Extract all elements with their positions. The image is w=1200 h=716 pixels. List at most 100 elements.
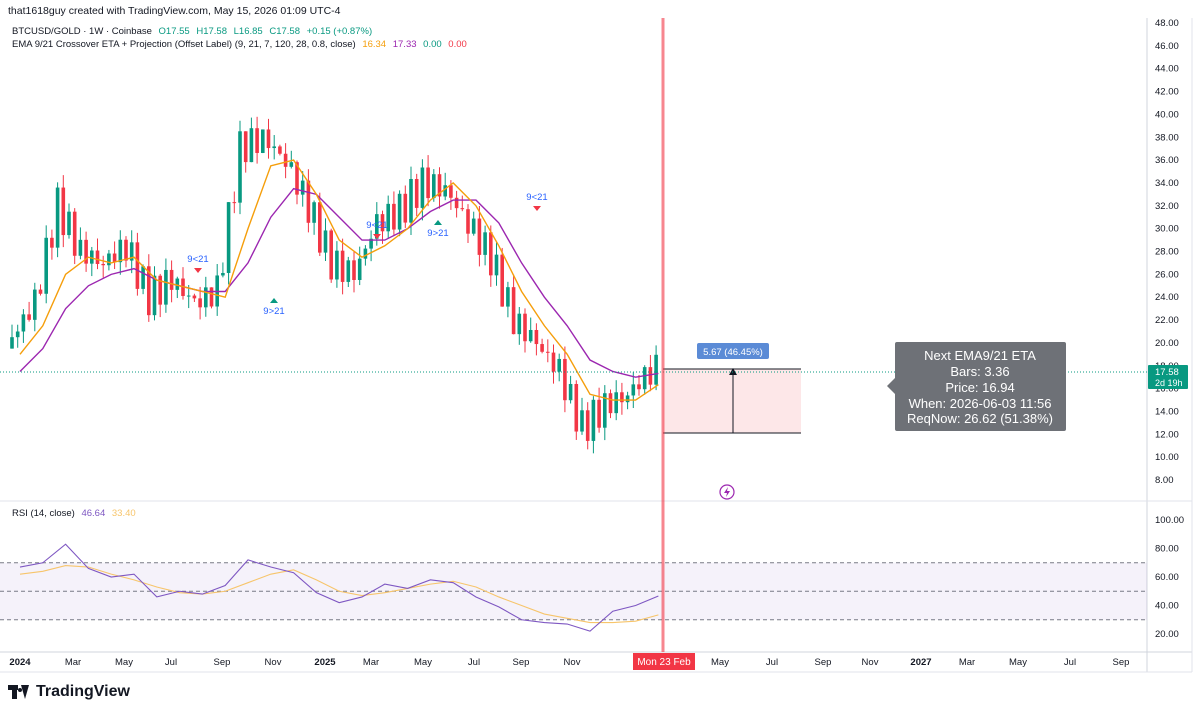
candle-body	[186, 295, 191, 297]
time-axis[interactable]: 2024 Mar May Jul Sep Nov 2025 Mar May Jul Sep Nov Ma…	[9, 657, 1129, 668]
time-tick-2: May	[115, 657, 133, 668]
rsi-tick-4: 20.00	[1155, 629, 1179, 640]
crossover-marker-2	[373, 234, 381, 239]
price-label-countdown: 2d 19h	[1155, 378, 1183, 388]
candle-body	[409, 178, 413, 223]
rsi-tick-0: 100.00	[1155, 515, 1184, 526]
crossover-marker-0	[270, 298, 278, 303]
candle-body	[300, 180, 305, 195]
time-tick-19: May	[1009, 657, 1027, 668]
candle-body	[471, 218, 476, 234]
candle-body	[375, 214, 379, 239]
measure-range-box[interactable]	[663, 369, 801, 433]
time-tick-3: Jul	[165, 657, 177, 668]
indicator-name[interactable]: EMA 9/21 Crossover ETA + Projection (Off…	[12, 39, 356, 50]
candle-body	[10, 337, 14, 349]
candle-body	[369, 238, 373, 249]
candle-body	[21, 314, 26, 332]
price-axis[interactable]: 48.00 46.00 44.00 42.00 40.00 38.00 36.00 34.00…	[1155, 18, 1179, 486]
eta-title: Next EMA9/21 ETA	[924, 348, 1036, 363]
measure-label-bg	[697, 343, 769, 359]
candle-body	[580, 410, 584, 432]
measure-label: 5.67 (46.45%)	[703, 347, 763, 358]
candle-body	[568, 383, 573, 401]
crossover-labels: 9>21 9<21 9<21 9>21 9<21	[187, 192, 547, 317]
rsi-tick-1: 80.00	[1155, 544, 1179, 555]
crossover-label-4: 9<21	[526, 192, 547, 203]
candle-body	[255, 128, 259, 153]
candle-body	[574, 383, 579, 432]
candle-body	[432, 174, 436, 199]
candle-body	[272, 146, 276, 149]
time-tick-14: Jul	[766, 657, 778, 668]
time-tick-1: Mar	[65, 657, 81, 668]
rsi-pane: 100.00 80.00 60.00 40.00 20.00	[0, 515, 1184, 640]
candle-body	[158, 275, 162, 305]
ema-slow-value: 17.33	[392, 39, 417, 50]
candle-body	[283, 153, 288, 167]
candle-body	[135, 242, 140, 289]
crossover-marker-3	[434, 220, 442, 225]
candle-body	[603, 393, 607, 428]
candle-body	[563, 358, 567, 401]
crossover-label-3: 9>21	[427, 228, 448, 239]
time-tick-13: May	[711, 657, 729, 668]
time-tick-11: Nov	[564, 657, 581, 668]
candle-body	[557, 358, 561, 372]
candle-body	[329, 230, 333, 280]
ohlc-change: +0.15 (+0.87%)	[306, 26, 373, 37]
candle-body	[534, 329, 539, 345]
price-tick-17: 14.00	[1155, 406, 1179, 417]
indicator-value-4: 0.00	[448, 39, 467, 50]
candle-body	[637, 384, 641, 390]
candle-body	[494, 254, 499, 276]
candle-body	[90, 250, 94, 264]
candle-body	[124, 239, 128, 261]
candle-body	[295, 162, 299, 195]
candle-body	[380, 214, 385, 232]
candle-body	[363, 248, 368, 259]
price-tick-19: 10.00	[1155, 452, 1179, 463]
candle-body	[107, 253, 111, 266]
candle-body	[489, 232, 493, 276]
candle-body	[38, 289, 43, 294]
eta-price: Price: 16.94	[945, 380, 1014, 395]
candle-body	[164, 269, 168, 305]
eta-callout-pointer	[887, 378, 895, 394]
candle-body	[466, 209, 470, 234]
time-tick-15: Sep	[815, 657, 832, 668]
candle-body	[95, 250, 100, 264]
symbol-legend[interactable]: BTCUSD/GOLD · 1W · Coinbase O17.55 H17.5…	[12, 26, 376, 37]
ema-9-line	[19, 159, 659, 401]
candle-body	[44, 237, 48, 294]
rsi-tick-3: 40.00	[1155, 601, 1179, 612]
candle-body	[101, 263, 105, 266]
candle-body	[460, 208, 465, 210]
lightning-icon[interactable]	[719, 484, 735, 500]
candle-body	[528, 329, 533, 342]
candle-body	[426, 167, 430, 199]
candle-body	[540, 344, 544, 352]
candle-body	[312, 202, 316, 223]
indicator-legend[interactable]: EMA 9/21 Crossover ETA + Projection (Off…	[12, 39, 471, 50]
candle-body	[483, 232, 487, 255]
candle-body	[585, 410, 590, 441]
price-tick-11: 26.00	[1155, 269, 1179, 280]
candle-body	[243, 131, 248, 163]
cursor-date-label: Mon 23 Feb	[637, 657, 691, 668]
symbol-name[interactable]: BTCUSD/GOLD · 1W · Coinbase	[12, 26, 152, 37]
eta-reqnow: ReqNow: 26.62 (51.38%)	[907, 411, 1053, 426]
candle-body	[443, 185, 447, 197]
rsi-legend[interactable]: RSI (14, close) 46.64 33.40	[12, 508, 140, 519]
candle-body	[118, 239, 123, 263]
time-tick-16: Nov	[862, 657, 879, 668]
candle-body	[608, 393, 613, 414]
candle-body	[261, 129, 265, 153]
crossover-label-2: 9<21	[366, 220, 387, 231]
candle-body	[289, 162, 294, 167]
rsi-name[interactable]: RSI (14, close)	[12, 508, 75, 519]
candle-body	[221, 272, 225, 276]
price-tick-7: 34.00	[1155, 178, 1179, 189]
